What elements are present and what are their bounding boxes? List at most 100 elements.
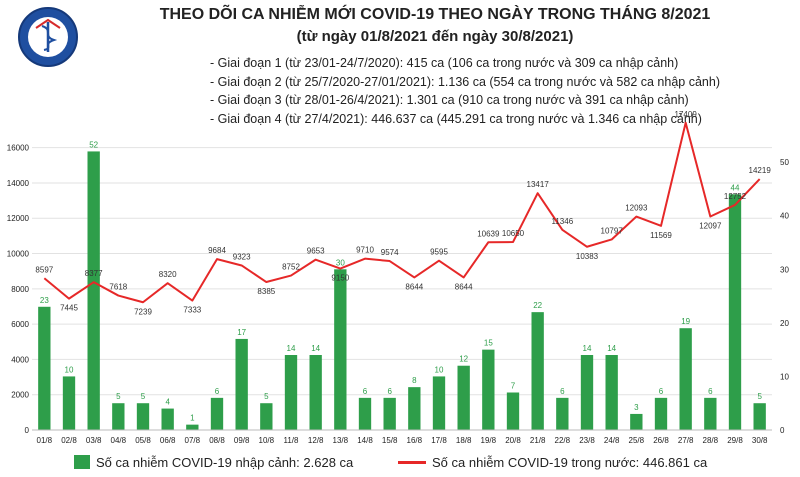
x-tick-label: 11/8 (284, 436, 300, 445)
y-right-tick-label: 10 (780, 372, 789, 381)
bar-imported (457, 365, 470, 430)
line-data-label: 12097 (699, 222, 722, 231)
y-left-tick-label: 16000 (7, 144, 30, 153)
y-right-tick-label: 30 (780, 265, 789, 274)
bar-imported (235, 338, 248, 430)
bar-data-label: 14 (311, 344, 320, 353)
bar-imported (506, 392, 520, 430)
bar-data-label: 5 (264, 392, 269, 401)
bar-imported (556, 397, 569, 430)
line-data-label: 9323 (233, 252, 251, 261)
x-tick-label: 08/8 (209, 436, 225, 445)
x-tick-label: 14/8 (357, 436, 373, 445)
line-data-label: 8597 (35, 265, 53, 274)
bar-data-label: 6 (363, 387, 368, 396)
x-tick-label: 15/8 (382, 436, 398, 445)
bar-data-label: 3 (634, 403, 639, 412)
bar-data-label: 6 (387, 387, 392, 396)
line-data-label: 7333 (183, 306, 201, 315)
bar-imported (309, 355, 322, 430)
x-tick-label: 25/8 (629, 436, 645, 445)
x-tick-label: 09/8 (234, 436, 250, 445)
line-data-label: 8320 (159, 270, 177, 279)
bar-imported (383, 397, 396, 430)
bar-data-label: 6 (659, 387, 664, 396)
x-tick-label: 20/8 (505, 436, 521, 445)
bar-imported (704, 397, 717, 430)
x-tick-label: 10/8 (259, 436, 275, 445)
legend-line-swatch (398, 460, 426, 464)
bar-data-label: 7 (511, 382, 516, 391)
bar-imported (136, 403, 150, 430)
bar-data-label: 23 (40, 296, 49, 305)
bar-imported (284, 355, 298, 430)
line-data-label: 17409 (675, 110, 698, 119)
line-data-label: 8644 (405, 282, 423, 291)
x-tick-label: 16/8 (407, 436, 423, 445)
x-tick-label: 03/8 (86, 436, 102, 445)
bar-data-label: 6 (215, 387, 220, 396)
bar-imported (161, 408, 174, 430)
bar-imported (38, 306, 51, 430)
y-left-tick-label: 4000 (11, 355, 29, 364)
bar-imported (580, 355, 594, 430)
bar-data-label: 6 (708, 387, 713, 396)
line-data-label: 9710 (356, 246, 374, 255)
x-tick-label: 29/8 (727, 436, 743, 445)
domestic-cases-line (43, 121, 761, 304)
x-tick-label: 19/8 (481, 436, 497, 445)
x-tick-label: 24/8 (604, 436, 620, 445)
bar-imported (62, 376, 76, 430)
line-data-label: 8752 (282, 263, 300, 272)
bar-imported (334, 269, 347, 430)
bar-data-label: 5 (141, 392, 146, 401)
line-data-label: 10650 (502, 229, 525, 238)
x-tick-label: 07/8 (185, 436, 201, 445)
legend-imported: Số ca nhiễm COVID-19 nhập cảnh: 2.628 ca (74, 452, 353, 472)
bar-data-label: 10 (65, 365, 74, 374)
bar-imported (679, 328, 692, 430)
bar-data-label: 4 (165, 398, 170, 407)
ministry-logo (18, 7, 78, 67)
x-tick-label: 02/8 (61, 436, 77, 445)
x-tick-label: 22/8 (555, 436, 571, 445)
legend-domestic: Số ca nhiễm COVID-19 trong nước: 446.861… (398, 452, 707, 472)
bar-imported (87, 151, 100, 430)
phase-summary-list: - Giai đoạn 1 (từ 23/01-24/7/2020): 415 … (210, 54, 720, 128)
line-data-label: 8385 (257, 287, 275, 296)
x-tick-label: 04/8 (111, 436, 127, 445)
line-data-label: 9595 (430, 248, 448, 257)
x-tick-label: 28/8 (703, 436, 719, 445)
legend-bar-swatch (74, 455, 90, 469)
bar-data-label: 52 (89, 140, 98, 149)
legend-bar-label: Số ca nhiễm COVID-19 nhập cảnh: 2.628 ca (96, 454, 354, 470)
phase-3-summary: - Giai đoạn 3 (từ 28/01-26/4/2021): 1.30… (210, 93, 689, 107)
line-data-label: 10797 (601, 226, 624, 235)
y-right-tick-label: 0 (780, 426, 785, 435)
x-tick-label: 26/8 (653, 436, 669, 445)
line-data-label: 11346 (552, 217, 574, 226)
line-data-label: 9150 (331, 274, 349, 283)
legend-line-label: Số ca nhiễm COVID-19 trong nước: 446.861… (432, 454, 708, 470)
x-tick-label: 27/8 (678, 436, 694, 445)
line-data-label: 8644 (455, 282, 473, 291)
x-tick-label: 13/8 (333, 436, 349, 445)
bar-data-label: 14 (583, 344, 592, 353)
x-tick-label: 17/8 (431, 436, 447, 445)
bar-imported (432, 376, 446, 430)
bar-data-label: 5 (757, 392, 762, 401)
bar-imported (605, 355, 618, 430)
y-left-tick-label: 8000 (11, 285, 29, 294)
line-data-label: 7445 (60, 304, 78, 313)
y-right-tick-label: 20 (780, 319, 789, 328)
line-data-label: 9684 (208, 246, 226, 255)
bar-imported (753, 403, 766, 430)
bar-data-label: 10 (435, 365, 444, 374)
bar-data-label: 44 (731, 183, 740, 192)
y-right-tick-label: 40 (780, 212, 789, 221)
x-tick-label: 21/8 (530, 436, 546, 445)
bar-data-label: 12 (459, 355, 468, 364)
bar-imported (531, 312, 544, 430)
line-data-label: 10639 (477, 229, 500, 238)
